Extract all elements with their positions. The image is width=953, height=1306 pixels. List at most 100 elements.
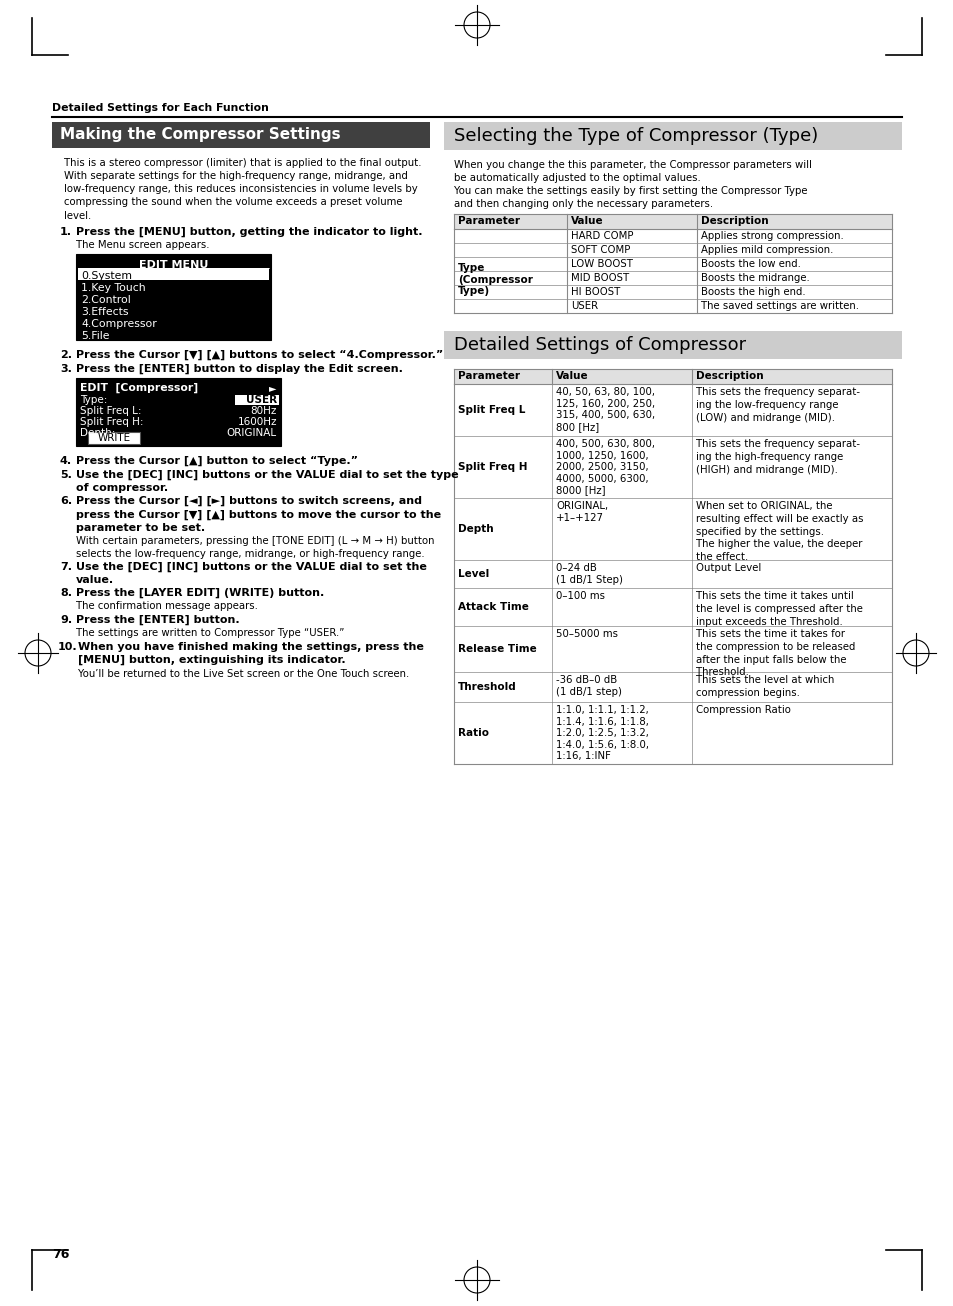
Text: Output Level: Output Level <box>696 563 760 573</box>
Text: HARD COMP: HARD COMP <box>571 231 633 242</box>
Text: This sets the frequency separat-
ing the high-frequency range
(HIGH) and midrang: This sets the frequency separat- ing the… <box>696 439 859 474</box>
Text: 9.: 9. <box>60 615 72 626</box>
Text: Detailed Settings of Compressor: Detailed Settings of Compressor <box>454 336 745 354</box>
Text: Press the Cursor [◄] [►] buttons to switch screens, and
press the Cursor [▼] [▲]: Press the Cursor [◄] [►] buttons to swit… <box>76 496 440 533</box>
Text: Applies mild compression.: Applies mild compression. <box>700 246 833 255</box>
Text: Ratio: Ratio <box>457 727 489 738</box>
Bar <box>88 432 140 444</box>
Text: 4.: 4. <box>60 456 72 466</box>
Text: The confirmation message appears.: The confirmation message appears. <box>76 601 257 611</box>
Text: 2.Control: 2.Control <box>81 295 131 306</box>
Text: USER: USER <box>571 300 598 311</box>
Bar <box>76 377 281 447</box>
Text: Detailed Settings for Each Function: Detailed Settings for Each Function <box>52 103 269 114</box>
Text: 5.: 5. <box>60 470 71 481</box>
Text: Split Freq H:: Split Freq H: <box>80 417 143 427</box>
Text: When you change the this parameter, the Compressor parameters will
be automatica: When you change the this parameter, the … <box>454 161 811 183</box>
Text: 50–5000 ms: 50–5000 ms <box>556 629 618 639</box>
Text: HI BOOST: HI BOOST <box>571 287 619 296</box>
Text: Use the [DEC] [INC] buttons or the VALUE dial to set the
value.: Use the [DEC] [INC] buttons or the VALUE… <box>76 562 426 585</box>
Text: 0–24 dB
(1 dB/1 Step): 0–24 dB (1 dB/1 Step) <box>556 563 622 585</box>
Text: Press the Cursor [▼] [▲] buttons to select “4.Compressor.”: Press the Cursor [▼] [▲] buttons to sele… <box>76 350 443 360</box>
Text: -36 dB–0 dB
(1 dB/1 step): -36 dB–0 dB (1 dB/1 step) <box>556 675 621 696</box>
Text: ORIGINAL: ORIGINAL <box>227 428 276 438</box>
Text: 4.Compressor: 4.Compressor <box>81 319 156 329</box>
Bar <box>78 268 269 279</box>
Text: 0.System: 0.System <box>81 272 132 281</box>
Text: 2.: 2. <box>60 350 71 360</box>
Text: Level: Level <box>457 569 489 579</box>
Text: Split Freq H: Split Freq H <box>457 462 527 471</box>
Text: The Menu screen appears.: The Menu screen appears. <box>76 240 210 249</box>
Text: 0–100 ms: 0–100 ms <box>556 592 604 601</box>
Text: Type:: Type: <box>80 394 108 405</box>
Text: The saved settings are written.: The saved settings are written. <box>700 300 858 311</box>
Text: Boosts the midrange.: Boosts the midrange. <box>700 273 809 283</box>
Bar <box>454 370 891 384</box>
Text: Compression Ratio: Compression Ratio <box>696 705 790 714</box>
Text: Applies strong compression.: Applies strong compression. <box>700 231 842 242</box>
Text: Parameter: Parameter <box>457 215 519 226</box>
Text: 5.File: 5.File <box>81 330 110 341</box>
Text: Press the [ENTER] button to display the Edit screen.: Press the [ENTER] button to display the … <box>76 364 402 375</box>
Text: Value: Value <box>571 215 603 226</box>
Bar <box>52 121 430 148</box>
Bar <box>443 121 901 150</box>
Text: 6.: 6. <box>60 496 72 505</box>
Bar <box>443 330 901 359</box>
Text: Press the [MENU] button, getting the indicator to light.: Press the [MENU] button, getting the ind… <box>76 227 422 238</box>
Text: With separate settings for the high-frequency range, midrange, and
low-frequency: With separate settings for the high-freq… <box>64 171 417 221</box>
Text: Split Freq L:: Split Freq L: <box>80 406 141 417</box>
Text: With certain parameters, pressing the [TONE EDIT] (L → M → H) button
selects the: With certain parameters, pressing the [T… <box>76 535 434 559</box>
Text: Type
(Compressor
Type): Type (Compressor Type) <box>457 263 533 296</box>
Text: 1.: 1. <box>60 227 71 236</box>
Text: You’ll be returned to the Live Set screen or the One Touch screen.: You’ll be returned to the Live Set scree… <box>78 669 409 679</box>
Text: 1.Key Touch: 1.Key Touch <box>81 283 146 293</box>
Text: 40, 50, 63, 80, 100,
125, 160, 200, 250,
315, 400, 500, 630,
800 [Hz]: 40, 50, 63, 80, 100, 125, 160, 200, 250,… <box>556 387 655 432</box>
Bar <box>454 214 891 229</box>
Text: 3.: 3. <box>60 364 71 374</box>
Text: When set to ORIGINAL, the
resulting effect will be exactly as
specified by the s: When set to ORIGINAL, the resulting effe… <box>696 502 862 562</box>
Text: The settings are written to Compressor Type “USER.”: The settings are written to Compressor T… <box>76 628 344 639</box>
Text: This sets the time it takes for
the compression to be released
after the input f: This sets the time it takes for the comp… <box>696 629 855 678</box>
Text: SOFT COMP: SOFT COMP <box>571 246 630 255</box>
Text: USER: USER <box>246 394 276 405</box>
Text: 80Hz: 80Hz <box>251 406 276 417</box>
Text: Boosts the high end.: Boosts the high end. <box>700 287 804 296</box>
Text: Press the [LAYER EDIT] (WRITE) button.: Press the [LAYER EDIT] (WRITE) button. <box>76 588 324 598</box>
Text: MID BOOST: MID BOOST <box>571 273 628 283</box>
Text: 7.: 7. <box>60 562 71 572</box>
Text: 8.: 8. <box>60 588 71 598</box>
Text: 3.Effects: 3.Effects <box>81 307 129 317</box>
Text: Description: Description <box>696 371 762 381</box>
Text: WRITE: WRITE <box>97 434 131 443</box>
Text: Use the [DEC] [INC] buttons or the VALUE dial to set the type
of compressor.: Use the [DEC] [INC] buttons or the VALUE… <box>76 470 458 494</box>
Text: Depth: Depth <box>457 524 493 534</box>
Text: When you have finished making the settings, press the
[MENU] button, extinguishi: When you have finished making the settin… <box>78 643 423 666</box>
Text: 10.: 10. <box>58 643 77 652</box>
Bar <box>76 253 271 340</box>
Text: Selecting the Type of Compressor (Type): Selecting the Type of Compressor (Type) <box>454 127 818 145</box>
Text: ►: ► <box>268 383 275 393</box>
Text: Split Freq L: Split Freq L <box>457 405 525 415</box>
Text: EDIT MENU: EDIT MENU <box>139 260 208 270</box>
Text: EDIT  [Compressor]: EDIT [Compressor] <box>80 383 198 393</box>
Text: Parameter: Parameter <box>457 371 519 381</box>
Text: LOW BOOST: LOW BOOST <box>571 259 632 269</box>
Text: 76: 76 <box>52 1249 70 1262</box>
Text: This sets the level at which
compression begins.: This sets the level at which compression… <box>696 675 834 697</box>
Text: Value: Value <box>556 371 588 381</box>
Text: Threshold: Threshold <box>457 682 517 692</box>
Text: ORIGINAL,
+1–+127: ORIGINAL, +1–+127 <box>556 502 607 522</box>
Text: Boosts the low end.: Boosts the low end. <box>700 259 800 269</box>
Bar <box>234 394 278 405</box>
Text: This sets the time it takes until
the level is compressed after the
input exceed: This sets the time it takes until the le… <box>696 592 862 627</box>
Text: 1:1.0, 1:1.1, 1:1.2,
1:1.4, 1:1.6, 1:1.8,
1:2.0, 1:2.5, 1:3.2,
1:4.0, 1:5.6, 1:8: 1:1.0, 1:1.1, 1:1.2, 1:1.4, 1:1.6, 1:1.8… <box>556 705 648 761</box>
Text: Making the Compressor Settings: Making the Compressor Settings <box>60 128 340 142</box>
Text: Press the Cursor [▲] button to select “Type.”: Press the Cursor [▲] button to select “T… <box>76 456 357 466</box>
Text: Release Time: Release Time <box>457 644 537 654</box>
Text: This sets the frequency separat-
ing the low-frequency range
(LOW) and midrange : This sets the frequency separat- ing the… <box>696 387 859 423</box>
Text: You can make the settings easily by first setting the Compressor Type
and then c: You can make the settings easily by firs… <box>454 185 806 209</box>
Text: Attack Time: Attack Time <box>457 602 528 613</box>
Text: Description: Description <box>700 215 768 226</box>
